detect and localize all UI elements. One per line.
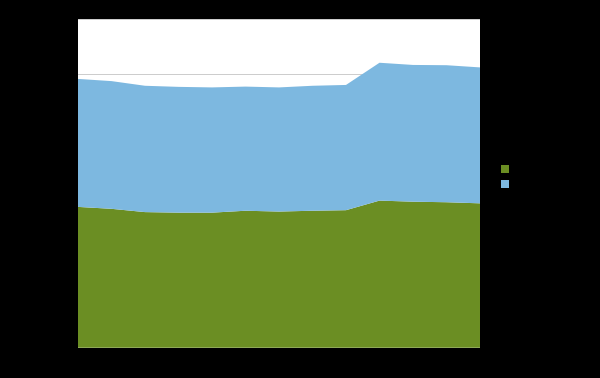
- Legend: , : ,: [501, 164, 512, 189]
